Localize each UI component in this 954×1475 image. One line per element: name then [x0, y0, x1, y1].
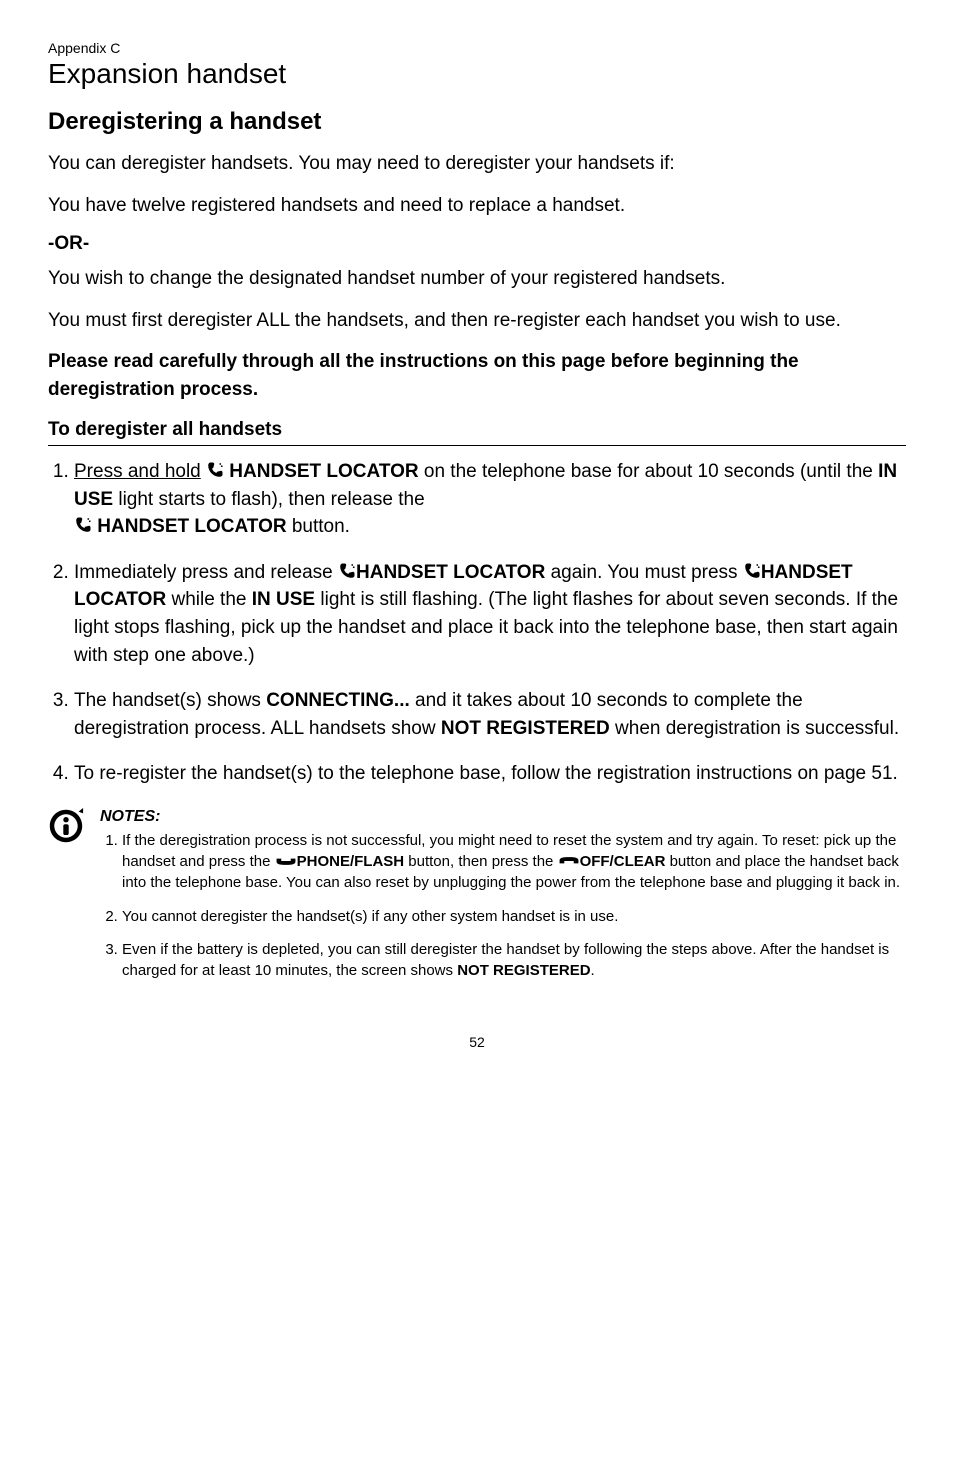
note-1: If the deregistration process is not suc… — [122, 830, 906, 894]
step-4: To re-register the handset(s) to the tel… — [74, 760, 906, 788]
step-2-text-2: again. You must press — [545, 562, 743, 583]
intro-paragraph-4: You must first deregister ALL the handse… — [48, 307, 906, 335]
step-2-bold-3: IN USE — [252, 589, 315, 610]
appendix-label: Appendix C — [48, 40, 906, 56]
note-1-bold-1: PHONE/ — [297, 853, 355, 870]
chapter-title: Expansion handset — [48, 58, 906, 90]
step-2-bold-1: HANDSET LOCATOR — [356, 562, 545, 583]
step-3-bold-2: NOT REGISTERED — [441, 718, 610, 739]
info-icon — [48, 808, 84, 844]
phone-down-icon — [558, 855, 580, 867]
step-3: The handset(s) shows CONNECTING... and i… — [74, 687, 906, 742]
page-number: 52 — [48, 1034, 906, 1050]
notes-label: NOTES: — [100, 808, 906, 826]
note-2: You cannot deregister the handset(s) if … — [122, 906, 906, 927]
step-3-bold-1: CONNECTING... — [266, 690, 410, 711]
note-1-bold-2: OFF/ — [580, 853, 614, 870]
step-1-underline: Press and hold — [74, 461, 201, 482]
notes-list: If the deregistration process is not suc… — [100, 830, 906, 982]
handset-icon — [74, 516, 92, 534]
warning-paragraph: Please read carefully through all the in… — [48, 348, 906, 403]
handset-icon — [743, 562, 761, 580]
section-title: Deregistering a handset — [48, 108, 906, 136]
step-1: Press and hold HANDSET LOCATOR on the te… — [74, 458, 906, 541]
handset-icon — [338, 562, 356, 580]
note-3-bold-1: NOT REGISTERED — [457, 962, 590, 979]
step-1-bold-1: HANDSET LOCATOR — [224, 461, 419, 482]
step-3-text-3: when deregistration is successful. — [610, 718, 899, 739]
instructions-heading: To deregister all handsets — [48, 419, 906, 446]
note-1-sc-2: CLEAR — [614, 853, 666, 870]
step-2-text-3: while the — [166, 589, 252, 610]
intro-paragraph-1: You can deregister handsets. You may nee… — [48, 150, 906, 178]
step-2: Immediately press and release HANDSET LO… — [74, 559, 906, 669]
step-1-text-1: on the telephone base for about 10 secon… — [419, 461, 879, 482]
notes-body: NOTES: If the deregistration process is … — [100, 808, 906, 994]
notes-section: NOTES: If the deregistration process is … — [48, 808, 906, 994]
intro-paragraph-3: You wish to change the designated handse… — [48, 265, 906, 293]
intro-paragraph-2: You have twelve registered handsets and … — [48, 192, 906, 220]
step-1-text-2: light starts to flash), then release the — [113, 489, 425, 510]
or-label: -OR- — [48, 233, 906, 255]
steps-list: Press and hold HANDSET LOCATOR on the te… — [48, 458, 906, 787]
step-2-text-1: Immediately press and release — [74, 562, 338, 583]
note-1-sc-1: FLASH — [354, 853, 404, 870]
note-3-text-2: . — [591, 962, 595, 979]
phone-up-icon — [275, 855, 297, 867]
handset-icon — [206, 461, 224, 479]
step-3-text-1: The handset(s) shows — [74, 690, 266, 711]
note-1-text-2: button, then press the — [404, 853, 557, 870]
step-1-bold-3: HANDSET LOCATOR — [92, 516, 287, 537]
step-1-text-3: button. — [287, 516, 350, 537]
note-3: Even if the battery is depleted, you can… — [122, 939, 906, 982]
